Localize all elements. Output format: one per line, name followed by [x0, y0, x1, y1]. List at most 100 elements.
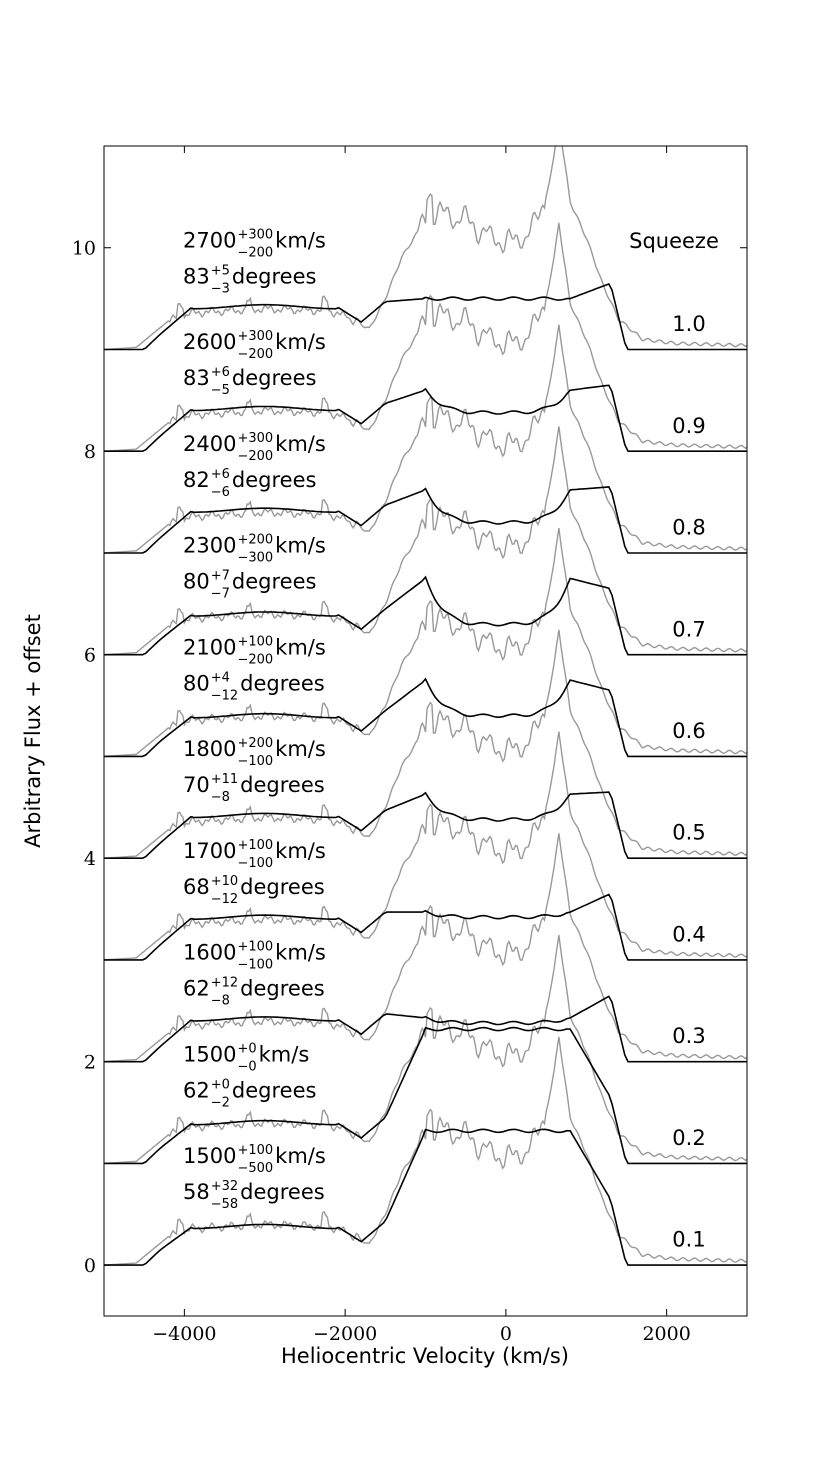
velocity-annotation-unit: km/s — [275, 737, 326, 761]
inclination-annotation: 70+11 — [183, 772, 238, 797]
model-profile-line — [104, 791, 747, 859]
inclination-annotation-sub: −12 — [211, 688, 238, 703]
model-profile-line — [104, 1128, 747, 1266]
inclination-annotation-unit: degrees — [240, 977, 325, 1001]
inclination-annotation: 83+5 — [183, 263, 230, 288]
x-axis-title: Heliocentric Velocity (km/s) — [281, 1344, 569, 1368]
inclination-annotation: 82+6 — [183, 467, 230, 492]
velocity-annotation-sub: −200 — [237, 347, 273, 362]
squeeze-value-label: 0.1 — [672, 1228, 705, 1252]
y-tick-label: 2 — [84, 1052, 96, 1074]
inclination-annotation: 58+32 — [183, 1179, 238, 1204]
velocity-annotation: 1600+100 — [183, 940, 273, 965]
inclination-annotation: 83+6 — [183, 365, 230, 390]
inclination-annotation: 80+4 — [183, 670, 230, 695]
model-profile-line — [104, 575, 747, 656]
inclination-annotation-sub: −12 — [211, 892, 238, 907]
velocity-annotation: 2600+300 — [183, 329, 273, 354]
plot-frame — [103, 145, 748, 1317]
y-tick-label: 10 — [72, 238, 96, 260]
squeeze-value-label: 0.7 — [672, 617, 705, 641]
velocity-annotation-unit: km/s — [259, 1042, 310, 1066]
velocity-annotation: 1700+100 — [183, 838, 273, 863]
inclination-annotation-sub: −58 — [211, 1197, 238, 1212]
y-tick-label: 0 — [84, 1255, 96, 1277]
velocity-annotation-unit: km/s — [275, 432, 326, 456]
inclination-annotation: 62+0 — [183, 1077, 230, 1102]
y-tick-label: 4 — [84, 848, 96, 870]
annotation-layer: 0.11500+100−50058+32−580.21500+0−062+0−2… — [183, 227, 706, 1251]
ticks-layer: −4000 −2000 0 2000 0 2 4 6 8 10 — [72, 146, 747, 1345]
squeeze-value-label: 0.4 — [672, 922, 705, 946]
velocity-annotation: 1500+100 — [183, 1143, 273, 1168]
inclination-annotation-sub: −2 — [211, 1095, 230, 1110]
squeeze-value-label: 1.0 — [672, 312, 705, 336]
x-tick-label: −4000 — [152, 1323, 216, 1345]
velocity-annotation-unit: km/s — [275, 534, 326, 558]
velocity-annotation: 2100+100 — [183, 634, 273, 659]
squeeze-value-label: 0.9 — [672, 414, 705, 438]
velocity-annotation-sub: −100 — [237, 856, 273, 871]
velocity-annotation-sub: −300 — [237, 551, 273, 566]
inclination-annotation-unit: degrees — [232, 1078, 317, 1102]
inclination-annotation-unit: degrees — [232, 264, 317, 288]
inclination-annotation-unit: degrees — [232, 570, 317, 594]
observed-spectrum-line — [104, 527, 747, 758]
velocity-annotation-sub: −100 — [237, 754, 273, 769]
velocity-annotation: 1800+200 — [183, 736, 273, 761]
model-profile-line — [104, 893, 747, 961]
velocity-annotation-sub: −200 — [237, 245, 273, 260]
velocity-annotation-sub: −500 — [237, 1161, 273, 1176]
squeeze-value-label: 0.3 — [672, 1024, 705, 1048]
inclination-annotation-sub: −5 — [211, 383, 230, 398]
model-profile-line — [104, 486, 747, 554]
velocity-annotation-sub: −0 — [237, 1059, 256, 1074]
inclination-annotation-sub: −7 — [211, 587, 230, 602]
velocity-annotation-unit: km/s — [275, 330, 326, 354]
inclination-annotation: 62+12 — [183, 976, 238, 1001]
x-tick-label: −2000 — [313, 1323, 377, 1345]
velocity-annotation-unit: km/s — [275, 635, 326, 659]
velocity-annotation-unit: km/s — [275, 228, 326, 252]
velocity-annotation-unit: km/s — [275, 839, 326, 863]
inclination-annotation-sub: −3 — [211, 281, 230, 296]
squeeze-value-label: 0.5 — [672, 821, 705, 845]
velocity-annotation-unit: km/s — [275, 941, 326, 965]
model-profile-line — [104, 995, 747, 1063]
velocity-annotation-unit: km/s — [275, 1144, 326, 1168]
x-tick-label: 0 — [500, 1323, 512, 1345]
velocity-annotation-sub: −100 — [237, 958, 273, 973]
y-axis-title: Arbitrary Flux + offset — [21, 614, 45, 848]
observed-spectrum-line — [104, 1036, 747, 1266]
velocity-annotation: 2300+200 — [183, 533, 273, 558]
inclination-annotation-unit: degrees — [232, 366, 317, 390]
inclination-annotation-unit: degrees — [232, 468, 317, 492]
velocity-annotation-sub: −200 — [237, 652, 273, 667]
inclination-annotation-unit: degrees — [240, 773, 325, 797]
velocity-annotation: 2700+300 — [183, 227, 273, 252]
x-tick-label: 2000 — [642, 1323, 690, 1345]
observed-spectrum-line — [104, 934, 747, 1165]
model-profile-line — [104, 677, 747, 758]
y-tick-label: 6 — [84, 645, 96, 667]
observed-spectrum-line — [104, 426, 747, 656]
squeeze-value-label: 0.8 — [672, 516, 705, 540]
squeeze-value-label: 0.2 — [672, 1126, 705, 1150]
model-profile-line — [104, 384, 747, 452]
inclination-annotation-unit: degrees — [240, 671, 325, 695]
inclination-annotation-sub: −6 — [211, 485, 230, 500]
inclination-annotation-sub: −8 — [211, 790, 230, 805]
inclination-annotation-unit: degrees — [240, 1180, 325, 1204]
squeeze-header: Squeeze — [629, 229, 719, 253]
series-layer — [104, 146, 747, 1266]
squeeze-value-label: 0.6 — [672, 719, 705, 743]
inclination-annotation: 80+7 — [183, 569, 230, 594]
inclination-annotation-unit: degrees — [240, 875, 325, 899]
velocity-annotation: 2400+300 — [183, 431, 273, 456]
inclination-annotation: 68+10 — [183, 874, 238, 899]
y-tick-label: 8 — [84, 441, 96, 463]
velocity-annotation-sub: −200 — [237, 449, 273, 464]
model-profile-line — [104, 1026, 747, 1165]
